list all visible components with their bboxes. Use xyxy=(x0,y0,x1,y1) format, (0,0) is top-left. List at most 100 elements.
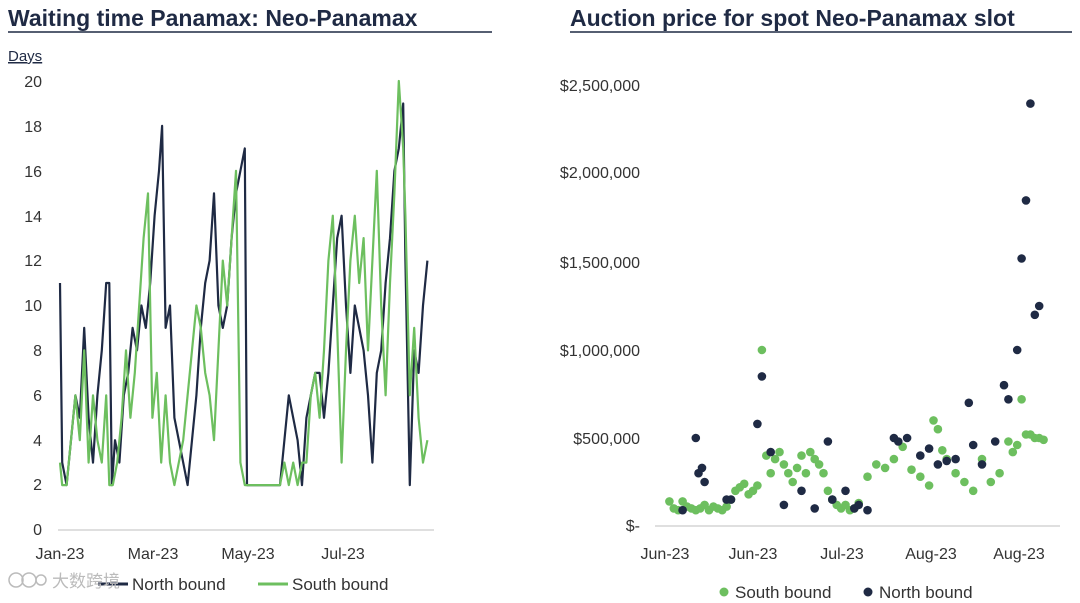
right-x-tick: Jun-23 xyxy=(641,546,690,563)
north-bound-point xyxy=(924,444,934,453)
south-bound-point xyxy=(784,468,793,478)
south-bound-point xyxy=(753,481,762,490)
legend-south-label: South bound xyxy=(292,575,388,594)
north-bound-point xyxy=(854,500,863,510)
south-bound-point xyxy=(665,497,674,506)
south-bound-point xyxy=(1017,395,1026,404)
south-bound-point xyxy=(986,477,996,487)
left-x-tick: Jan-23 xyxy=(36,546,85,563)
north-bound-point xyxy=(828,495,837,504)
right-legend: South bound North bound xyxy=(719,583,973,602)
south-bound-point xyxy=(801,468,811,478)
north-bound-point xyxy=(902,433,912,443)
right-y-tick: $2,000,000 xyxy=(560,165,640,182)
north-bound-point xyxy=(779,500,789,510)
north-bound-point xyxy=(726,495,736,504)
left-y-tick: 10 xyxy=(24,298,42,315)
right-x-tick-labels: Jun-23 Jun-23 Jul-23 Aug-23 Aug-23 xyxy=(641,546,1045,563)
right-y-tick-labels: $- $500,000 $1,000,000 $1,500,000 $2,000… xyxy=(560,78,640,535)
north-bound-point xyxy=(916,451,925,460)
south-bound-point xyxy=(995,468,1004,478)
left-legend: North bound South bound xyxy=(98,575,388,594)
legend-north-marker xyxy=(863,587,873,597)
south-bound-point xyxy=(880,463,890,473)
north-bound-point xyxy=(766,447,775,457)
north-bound-point xyxy=(823,437,833,446)
north-bound-point xyxy=(757,372,767,381)
watermark-logo: 大数跨境 xyxy=(8,572,120,592)
left-y-tick: 16 xyxy=(24,164,42,181)
south-bound-point xyxy=(1008,447,1018,457)
south-bound-point xyxy=(968,486,978,496)
north-bound-point xyxy=(933,460,943,469)
south-bound-point xyxy=(779,460,789,469)
south-bound-points xyxy=(665,345,1048,515)
watermark-icon xyxy=(8,572,24,588)
legend-south-label: South bound xyxy=(735,583,831,602)
right-y-tick: $1,500,000 xyxy=(560,255,640,272)
south-bound-point xyxy=(916,472,925,482)
north-bound-point xyxy=(951,454,960,464)
north-bound-point xyxy=(942,456,951,466)
north-bound-point xyxy=(990,437,1000,446)
north-bound-point xyxy=(700,477,709,487)
south-bound-point xyxy=(863,472,872,482)
south-bound-point xyxy=(766,468,775,478)
south-bound-point xyxy=(889,454,899,464)
left-y-tick: 14 xyxy=(24,209,42,226)
south-bound-point xyxy=(929,416,938,425)
south-bound-series-line xyxy=(58,79,429,487)
waiting-time-chart: Waiting time Panamax: Neo-Panamax Days 0… xyxy=(8,5,492,594)
right-x-tick: Aug-23 xyxy=(905,546,957,563)
north-bound-point xyxy=(841,486,850,496)
right-y-tick: $2,500,000 xyxy=(560,78,640,95)
south-bound-point xyxy=(1004,437,1013,446)
south-bound-point xyxy=(1012,440,1022,450)
south-bound-point xyxy=(933,424,943,434)
north-bound-point xyxy=(1030,310,1040,320)
left-y-tick: 0 xyxy=(33,522,42,539)
left-y-axis-label: Days xyxy=(8,48,42,65)
left-x-tick-labels: Jan-23 Mar-23 May-23 Jul-23 xyxy=(36,546,365,563)
right-x-tick: Jul-23 xyxy=(820,546,864,563)
left-x-tick: Jul-23 xyxy=(321,546,365,563)
left-y-tick: 4 xyxy=(33,433,42,450)
south-bound-point xyxy=(792,463,802,473)
left-y-tick: 8 xyxy=(33,343,42,360)
south-bound-point xyxy=(770,454,780,464)
legend-south-marker xyxy=(719,587,729,597)
south-bound-point xyxy=(951,468,960,478)
south-bound-point xyxy=(819,468,828,478)
right-x-tick: Jun-23 xyxy=(729,546,778,563)
north-bound-point xyxy=(1021,196,1031,205)
north-bound-point xyxy=(797,486,806,496)
north-bound-series-line xyxy=(58,102,429,487)
left-y-tick: 12 xyxy=(24,253,42,270)
north-bound-point xyxy=(1004,395,1013,404)
left-chart-title: Waiting time Panamax: Neo-Panamax xyxy=(8,5,418,31)
north-bound-point xyxy=(1034,301,1044,311)
south-bound-point xyxy=(938,446,947,455)
north-bound-point xyxy=(894,437,903,446)
south-bound-point xyxy=(872,460,881,469)
south-bound-point xyxy=(739,479,749,489)
south-bound-point xyxy=(823,486,833,496)
north-bound-point xyxy=(964,398,974,408)
south-bound-point xyxy=(814,460,824,469)
legend-north-label: North bound xyxy=(132,575,226,594)
right-y-tick: $1,000,000 xyxy=(560,343,640,360)
north-bound-points xyxy=(678,99,1044,515)
north-bound-point xyxy=(977,460,987,469)
left-y-tick: 20 xyxy=(24,74,42,91)
north-bound-point xyxy=(968,440,978,450)
north-bound-point xyxy=(1017,254,1026,263)
watermark-icon xyxy=(35,574,47,586)
north-bound-point xyxy=(1026,99,1035,108)
watermark-text: 大数跨境 xyxy=(52,572,120,592)
south-bound-point xyxy=(960,477,969,487)
north-bound-point xyxy=(1012,345,1022,355)
south-bound-point xyxy=(907,465,916,475)
south-bound-point xyxy=(757,345,767,355)
north-bound-point xyxy=(678,505,687,515)
left-y-tick: 2 xyxy=(33,477,42,494)
